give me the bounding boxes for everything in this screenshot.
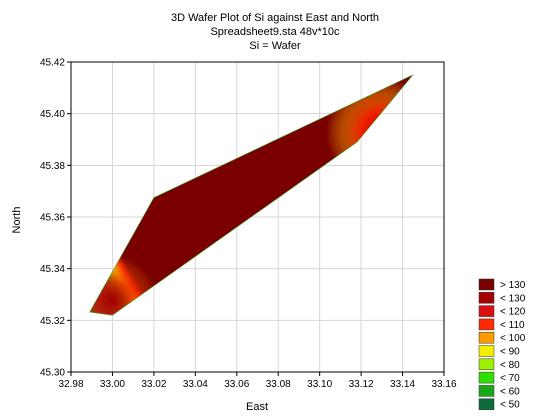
y-axis-ticks: 45.30 45.32 45.34 45.36 45.38 45.40 45.42 <box>40 58 71 379</box>
chart-title: 3D Wafer Plot of Si against East and Nor… <box>170 12 380 24</box>
legend-label: < 80 <box>500 360 520 371</box>
y-tick-label: 45.32 <box>40 316 65 327</box>
legend-swatch <box>478 398 495 410</box>
grid-lines <box>71 62 444 372</box>
y-tick-label: 45.40 <box>40 109 65 120</box>
legend-label: < 60 <box>500 386 520 397</box>
legend-swatch <box>478 318 495 331</box>
x-axis-label: East <box>246 401 268 413</box>
legend-swatch <box>478 331 495 344</box>
x-tick-label: 33.00 <box>100 379 125 390</box>
x-tick-label: 33.12 <box>349 379 374 390</box>
x-tick-label: 33.06 <box>224 379 249 390</box>
legend-swatch <box>478 278 495 291</box>
y-tick-label: 45.30 <box>40 368 65 379</box>
x-axis-ticks: 32.98 33.00 33.02 33.04 33.06 33.08 33.10 33.12… <box>58 372 457 390</box>
x-tick-label: 33.14 <box>390 379 415 390</box>
chart-subtitle: Spreadsheet9.sta 48v*10c <box>210 26 340 38</box>
legend-label: < 130 <box>500 293 526 304</box>
x-tick-label: 33.16 <box>431 379 456 390</box>
legend-label: < 70 <box>500 373 520 384</box>
x-tick-label: 32.98 <box>58 379 83 390</box>
y-tick-label: 45.42 <box>40 58 65 69</box>
legend-label: < 50 <box>500 400 520 411</box>
legend-swatch <box>478 305 495 317</box>
y-tick-label: 45.34 <box>40 264 65 275</box>
x-tick-label: 33.04 <box>183 379 208 390</box>
legend-label: > 130 <box>500 280 526 291</box>
y-tick-label: 45.38 <box>40 161 65 172</box>
legend-swatch <box>478 371 495 384</box>
legend-label: < 90 <box>500 347 520 358</box>
x-tick-label: 33.10 <box>307 379 332 390</box>
y-tick-label: 45.36 <box>40 213 65 224</box>
legend-swatch <box>478 292 495 304</box>
legend-swatch <box>478 385 495 397</box>
y-axis-label: North <box>11 207 23 234</box>
legend-swatch <box>478 358 495 371</box>
legend-label: < 110 <box>500 320 525 331</box>
legend-swatch <box>478 345 495 357</box>
wafer-outline <box>89 74 414 316</box>
legend-label: < 120 <box>500 307 526 318</box>
x-tick-label: 33.08 <box>266 379 291 390</box>
legend-label: < 100 <box>500 333 526 344</box>
chart-subtitle-2: Si = Wafer <box>249 40 301 52</box>
x-tick-label: 33.02 <box>141 379 166 390</box>
legend: > 130 < 130 < 120 < 110 < 100 < 90 < 80 < 70 < 6… <box>478 278 526 411</box>
